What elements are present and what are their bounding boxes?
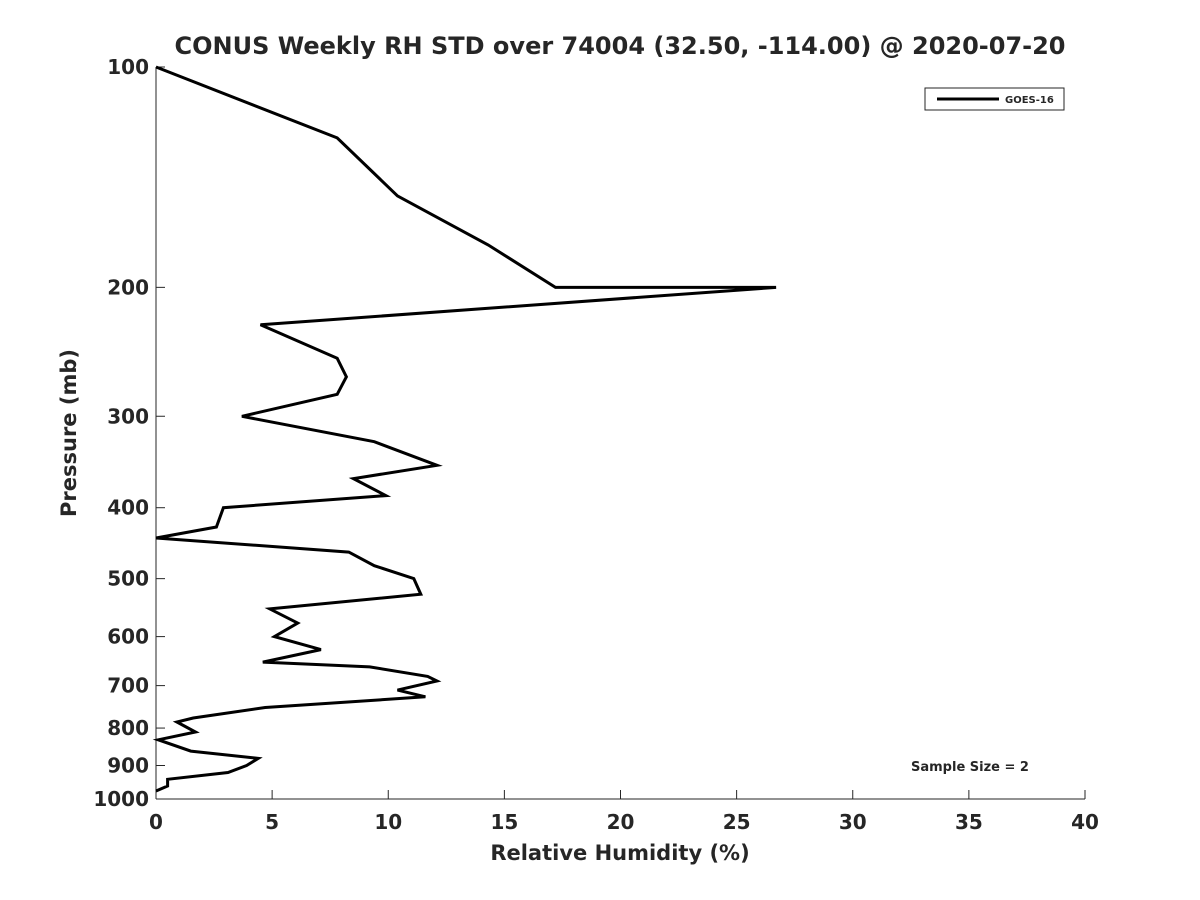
chart-title: CONUS Weekly RH STD over 74004 (32.50, -…: [174, 32, 1065, 60]
x-tick-label: 0: [149, 810, 163, 834]
y-tick-label: 700: [107, 674, 149, 698]
y-tick-label: 900: [107, 754, 149, 778]
x-tick-label: 25: [723, 810, 751, 834]
x-tick-label: 10: [374, 810, 402, 834]
y-ticks: 100 200 300 400 500 600 700 800 900 1000: [93, 55, 165, 811]
x-tick-label: 15: [490, 810, 518, 834]
y-tick-label: 200: [107, 275, 149, 299]
y-tick-label: 100: [107, 55, 149, 79]
sample-size-annotation: Sample Size = 2: [911, 760, 1029, 775]
y-axis-label: Pressure (mb): [57, 349, 81, 517]
y-tick-label: 600: [107, 625, 149, 649]
y-tick-label: 800: [107, 716, 149, 740]
legend-label: GOES-16: [1005, 95, 1054, 106]
legend: GOES-16: [924, 87, 1065, 111]
y-tick-label: 500: [107, 567, 149, 591]
x-tick-label: 35: [955, 810, 983, 834]
y-tick-label: 400: [107, 496, 149, 520]
x-axis-label: Relative Humidity (%): [490, 841, 749, 865]
x-tick-label: 20: [607, 810, 635, 834]
x-tick-label: 5: [265, 810, 279, 834]
y-tick-label: 1000: [93, 787, 149, 811]
x-tick-label: 30: [839, 810, 867, 834]
x-tick-label: 40: [1071, 810, 1099, 834]
series-line-goes-16: [152, 65, 777, 793]
series-layer: [152, 65, 777, 793]
y-tick-label: 300: [107, 404, 149, 428]
x-ticks: 0 5 10 15 20 25 30 35 40: [149, 790, 1099, 834]
